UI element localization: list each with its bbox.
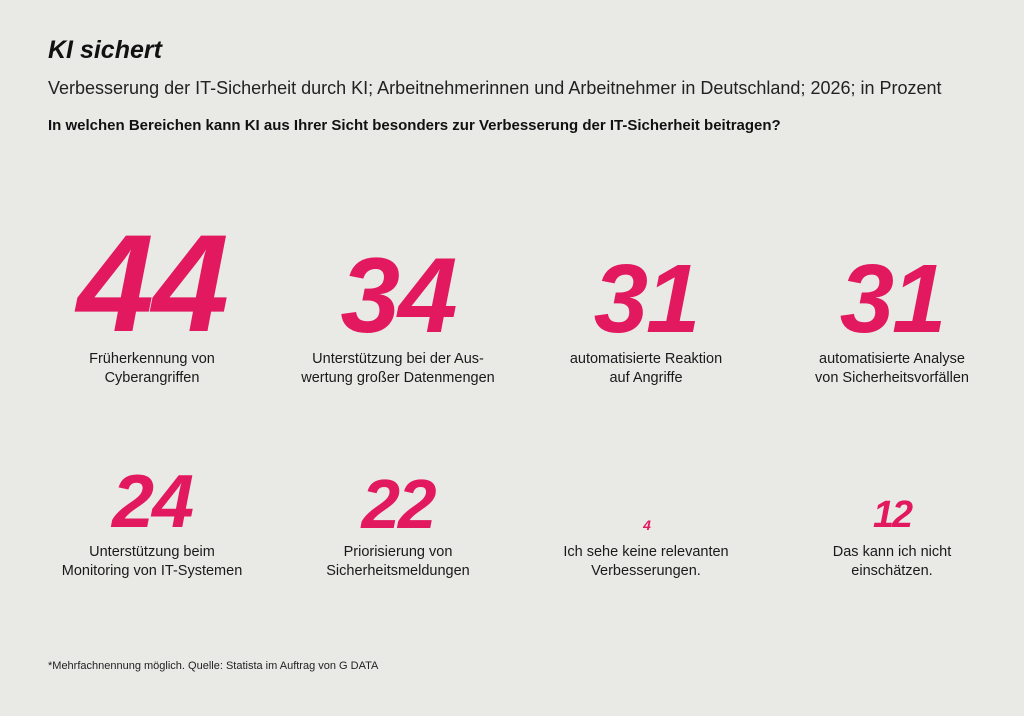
stat-item: 34 Unterstützung bei der Aus-wertung groß… [278,0,518,716]
stat-item: 22 Priorisierung von Sicherheitsmeldungen [278,0,518,716]
stat-value: 12 [872,494,913,537]
stat-value: 4 [643,516,651,533]
stat-item: 31 automatisierte Analyse von Sicherheitsv… [772,0,1012,716]
stat-value: 31 [839,244,947,354]
stat-label: Das kann ich nicht einschätzen. [832,544,952,579]
stat-label: Unterstützung beim Monitoring von IT-Syst… [61,544,243,579]
stat-label: Unterstützung bei der Aus-wertung großer… [301,351,495,386]
stat-label: automatisierte Reaktion auf Angriffe [569,351,723,386]
stat-value: 22 [361,465,436,544]
survey-question: In welchen Bereichen kann KI aus Ihrer S… [48,117,781,134]
chart-subtitle: Verbesserung der IT-Sicherheit durch KI;… [48,78,942,98]
source-footnote: *Mehrfachnennung möglich. Quelle: Statis… [48,660,379,672]
stat-value: 31 [593,244,701,354]
stat-value: 24 [111,459,194,544]
stat-label: Ich sehe keine relevanten Verbesserungen. [563,544,729,579]
stat-item: 31 automatisierte Reaktion auf Angriffe [526,0,766,716]
stat-label: automatisierte Analyse von Sicherheitsvor… [815,351,969,386]
stat-item: 4 Ich sehe keine relevanten Verbesserungen… [526,0,766,716]
stat-item: 24 Unterstützung beim Monitoring von IT-Sy… [32,0,272,716]
stat-value: 34 [340,234,457,355]
stat-item: 44 Früherkennung von Cyberangriffen [32,0,272,716]
stat-label: Früherkennung von Cyberangriffen [89,351,215,386]
stat-label: Priorisierung von Sicherheitsmeldungen [326,544,470,579]
stat-value: 44 [76,206,229,361]
stat-item: 12 Das kann ich nicht einschätzen. [772,0,1012,716]
chart-title: KI sichert [48,36,162,64]
